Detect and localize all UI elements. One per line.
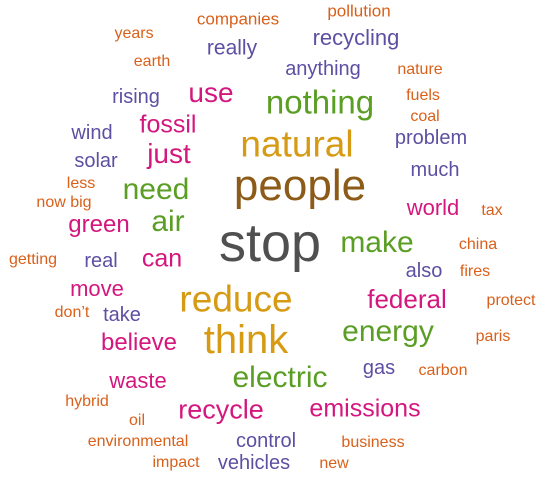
word-recycling: recycling: [313, 27, 400, 49]
word-move: move: [70, 278, 124, 300]
word-believe: believe: [101, 331, 177, 355]
word-air: air: [151, 207, 184, 237]
word-solar: solar: [74, 151, 117, 171]
word-stop: stop: [219, 216, 321, 270]
word-recycle: recycle: [178, 397, 264, 424]
word-paris: paris: [476, 329, 511, 345]
word-nature: nature: [397, 62, 442, 78]
word-natural: natural: [240, 126, 353, 163]
word-people: people: [234, 164, 366, 208]
word-emissions: emissions: [309, 397, 420, 422]
word-just: just: [147, 140, 191, 168]
word-now-big: now big: [36, 195, 91, 211]
word-hybrid: hybrid: [65, 394, 109, 410]
word-problem: problem: [395, 128, 467, 148]
word-anything: anything: [285, 59, 361, 79]
word-wind: wind: [71, 123, 112, 143]
word-oil: oil: [129, 413, 145, 429]
word-use: use: [188, 79, 233, 107]
word-coal: coal: [410, 109, 439, 125]
word-waste: waste: [109, 370, 166, 392]
word-new: new: [319, 456, 348, 472]
word-years: years: [114, 26, 153, 42]
word-nothing: nothing: [266, 86, 374, 119]
word-china: china: [459, 237, 497, 253]
word-really: really: [207, 38, 257, 59]
word-control: control: [236, 431, 296, 451]
word-fuels: fuels: [406, 88, 440, 104]
word-fossil: fossil: [140, 113, 197, 138]
word-real: real: [84, 251, 117, 271]
word-can: can: [142, 247, 182, 272]
word-getting: getting: [9, 252, 57, 268]
word-think: think: [204, 320, 289, 360]
word-also: also: [406, 261, 443, 281]
word-gas: gas: [363, 358, 395, 378]
word-companies: companies: [197, 11, 279, 28]
word-protect: protect: [487, 293, 536, 309]
word-environmental: environmental: [88, 434, 189, 450]
word-earth: earth: [134, 54, 170, 70]
word-vehicles: vehicles: [218, 453, 290, 473]
word-much: much: [411, 160, 460, 180]
word-tax: tax: [481, 203, 502, 219]
word-carbon: carbon: [419, 363, 468, 379]
word-less: less: [67, 176, 95, 192]
word-electric: electric: [232, 363, 327, 393]
word-need: need: [123, 175, 190, 205]
word-federal: federal: [367, 286, 447, 312]
word-reduce: reduce: [179, 281, 292, 318]
word-world: world: [407, 197, 460, 219]
word-dont: don’t: [55, 305, 90, 321]
word-business: business: [341, 435, 404, 451]
word-energy: energy: [342, 317, 434, 347]
word-pollution: pollution: [327, 3, 390, 20]
word-fires: fires: [460, 264, 490, 280]
word-impact: impact: [152, 455, 199, 471]
word-make: make: [340, 228, 413, 258]
word-rising: rising: [112, 87, 160, 107]
word-take: take: [103, 305, 141, 325]
word-green: green: [68, 213, 129, 237]
